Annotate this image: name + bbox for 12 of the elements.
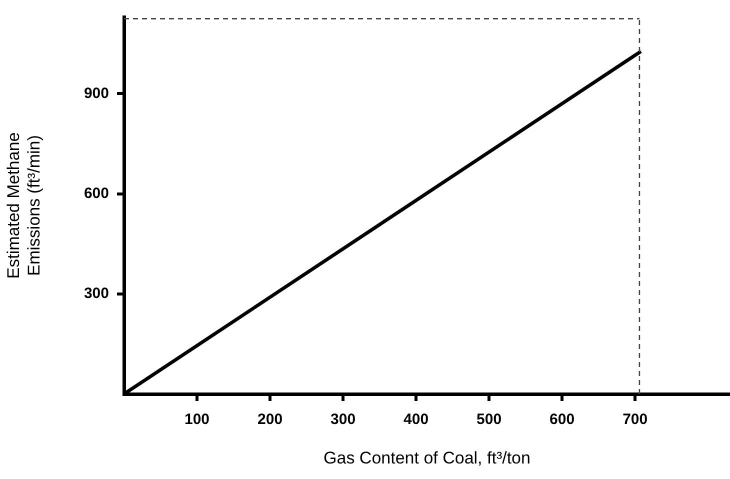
x-tick-label: 300 <box>330 411 356 428</box>
y-axis-title: Estimated Methane Emissions (ft³/min) <box>4 132 44 279</box>
x-tick-label: 600 <box>550 411 575 428</box>
y-tick-label: 900 <box>84 84 109 102</box>
x-tick-label: 200 <box>258 411 283 428</box>
x-tick-label: 500 <box>476 411 502 428</box>
x-tick-label: 100 <box>184 411 210 428</box>
y-tick-label: 600 <box>84 184 109 202</box>
y-tick-label: 300 <box>84 285 109 302</box>
x-tick-label: 700 <box>622 411 648 428</box>
x-tick-label: 400 <box>404 411 429 428</box>
x-axis-title: Gas Content of Coal, ft³/ton <box>324 448 530 468</box>
